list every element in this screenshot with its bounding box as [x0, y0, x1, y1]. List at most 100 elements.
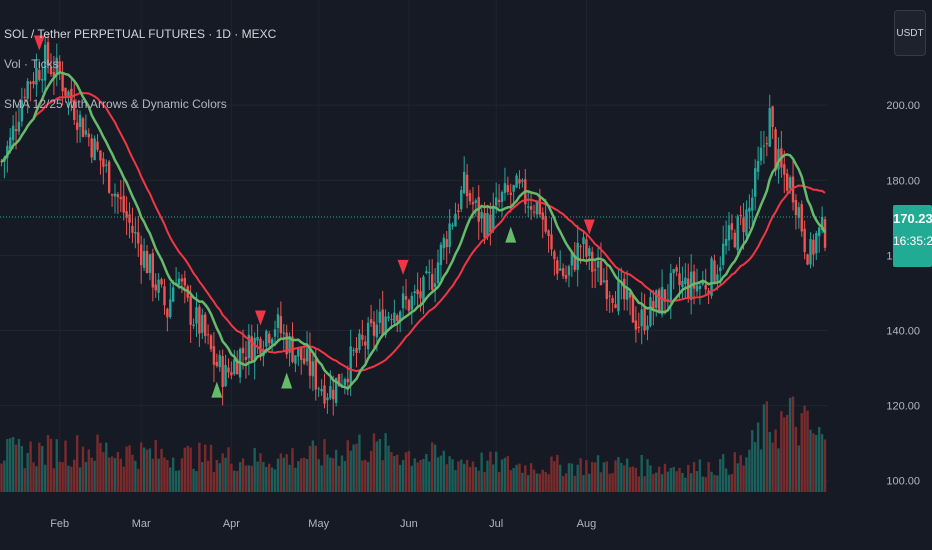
- candle-body: [276, 314, 280, 329]
- candle-body: [532, 211, 536, 213]
- candle-body: [748, 207, 751, 212]
- candle-body: [401, 293, 405, 309]
- volume-bar: [812, 433, 815, 492]
- indicator-label-volume: Vol · Ticks: [4, 57, 59, 71]
- candle-body: [425, 271, 428, 274]
- candle-body: [556, 260, 559, 274]
- volume-bar: [201, 462, 204, 492]
- candle-body: [29, 82, 32, 84]
- volume-bar: [38, 442, 41, 492]
- volume-bar: [259, 453, 262, 492]
- candle-body: [579, 246, 582, 248]
- volume-bar: [663, 463, 667, 492]
- volume-bar: [355, 443, 358, 492]
- volume-bar: [786, 414, 789, 492]
- candle-body: [407, 299, 411, 311]
- volume-bar: [457, 461, 460, 492]
- candle-body: [55, 57, 58, 75]
- signal-arrows: [33, 35, 595, 398]
- volume-bar: [352, 444, 355, 492]
- candle-body: [818, 227, 821, 237]
- candle-body: [783, 164, 786, 175]
- candle-body: [26, 81, 29, 99]
- time-tick-label: May: [308, 518, 329, 530]
- candle-body: [713, 260, 716, 284]
- candle-body: [576, 242, 579, 270]
- volume-bar: [250, 465, 253, 492]
- candle-body: [768, 108, 771, 147]
- candle-body: [230, 372, 233, 376]
- volume-bar: [81, 446, 85, 492]
- volume-bar: [573, 475, 576, 492]
- volume-bar: [489, 451, 492, 492]
- volume-bar: [364, 459, 367, 492]
- volume-bar: [509, 470, 512, 492]
- candle-body: [398, 311, 402, 321]
- volume-bar: [174, 470, 178, 492]
- candle-body: [640, 309, 643, 327]
- candle-body: [393, 312, 396, 323]
- volume-bar: [716, 475, 719, 492]
- volume-bar: [608, 473, 611, 492]
- candle-body: [93, 138, 96, 161]
- candle-body: [788, 177, 792, 189]
- volume-bar: [244, 465, 248, 492]
- candle-body: [297, 347, 300, 357]
- volume-bar: [666, 471, 670, 492]
- candle-body: [646, 325, 649, 330]
- volume-bar: [337, 465, 341, 492]
- candle-body: [823, 219, 827, 248]
- volume-bar: [58, 461, 61, 492]
- candle-body: [145, 250, 149, 274]
- time-tick-label: Feb: [50, 518, 69, 530]
- volume-bar: [623, 465, 626, 492]
- volume-bar: [794, 426, 798, 492]
- volume-bar: [672, 466, 675, 492]
- volume-bar: [477, 470, 480, 492]
- volume-bar: [186, 445, 189, 492]
- candle-body: [9, 137, 12, 150]
- sma-indicator-label[interactable]: SMA 12/25 with Arrows & Dynamic Colors: [4, 97, 227, 111]
- volume-indicator-label[interactable]: Vol · Ticks: [4, 57, 59, 71]
- candle-body: [460, 189, 463, 210]
- candle-body: [567, 266, 571, 276]
- currency-button[interactable]: USDT: [894, 10, 926, 56]
- volume-bar: [253, 447, 256, 492]
- candle-body: [268, 333, 271, 344]
- candle-body: [582, 237, 585, 245]
- volume-bar: [710, 471, 713, 492]
- candle-body: [349, 346, 352, 384]
- candle-body: [497, 199, 501, 203]
- volume-bar: [236, 470, 239, 492]
- volume-bar: [788, 397, 792, 492]
- symbol-title[interactable]: SOL / Tether PERPETUAL FUTURES · 1D · ME…: [4, 27, 276, 41]
- candle-body: [416, 289, 419, 295]
- candle-body: [209, 335, 213, 350]
- candle-body: [378, 311, 381, 323]
- volume-bar: [541, 469, 544, 492]
- candle-body: [204, 314, 207, 337]
- volume-bar: [564, 473, 568, 492]
- volume-bar: [512, 467, 515, 492]
- candle-body: [445, 239, 448, 248]
- volume-bar: [238, 462, 242, 492]
- volume-bar: [640, 454, 643, 492]
- candle-body: [573, 255, 576, 270]
- candle-body: [550, 234, 553, 250]
- volume-bar: [462, 463, 466, 492]
- volume-bar: [506, 456, 510, 492]
- candle-body: [384, 316, 387, 336]
- candle-body: [663, 289, 667, 302]
- volume-bar: [349, 450, 352, 492]
- volume-bar: [480, 452, 483, 492]
- candle-body: [372, 321, 376, 336]
- candle-body: [692, 271, 696, 289]
- volume-bar: [209, 444, 213, 492]
- candle-body: [585, 239, 588, 257]
- candle-body: [457, 210, 460, 213]
- candle-body: [559, 268, 562, 271]
- volume-bar: [681, 472, 684, 492]
- volume-bar: [739, 455, 742, 492]
- time-axis[interactable]: Feb Mar Apr May Jun Jul Aug: [50, 518, 596, 530]
